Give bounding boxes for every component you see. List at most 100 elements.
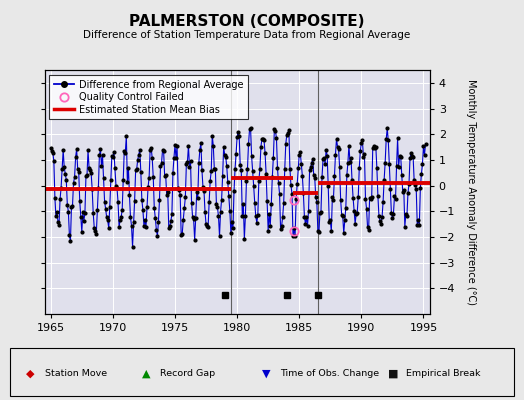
- Point: [262, 170, 270, 177]
- Point: [247, 153, 256, 160]
- Point: [337, 212, 346, 218]
- Point: [100, 175, 108, 182]
- Point: [304, 208, 313, 214]
- Point: [160, 172, 169, 179]
- Point: [200, 188, 208, 194]
- Point: [220, 144, 228, 151]
- Point: [283, 130, 292, 137]
- Point: [343, 172, 351, 178]
- Point: [210, 166, 219, 172]
- Point: [349, 194, 357, 201]
- Point: [230, 188, 238, 194]
- Point: [240, 236, 248, 242]
- Point: [50, 158, 58, 164]
- Point: [177, 232, 185, 239]
- Point: [104, 225, 113, 231]
- Point: [63, 201, 71, 208]
- Point: [339, 212, 347, 219]
- Point: [104, 217, 112, 224]
- Point: [376, 217, 384, 224]
- Point: [60, 164, 69, 170]
- Point: [67, 204, 75, 210]
- Point: [419, 143, 428, 150]
- Point: [302, 214, 311, 221]
- Point: [180, 205, 189, 212]
- Point: [167, 218, 175, 224]
- Point: [380, 177, 388, 183]
- Point: [333, 144, 342, 150]
- Point: [223, 163, 231, 170]
- Point: [239, 200, 247, 207]
- Point: [204, 223, 212, 230]
- Point: [276, 191, 284, 197]
- Point: [153, 233, 161, 239]
- Point: [162, 192, 171, 198]
- Point: [243, 166, 252, 172]
- Point: [135, 151, 143, 158]
- Text: PALMERSTON (COMPOSITE): PALMERSTON (COMPOSITE): [128, 14, 364, 29]
- Point: [387, 209, 396, 216]
- Point: [279, 200, 288, 206]
- Point: [149, 174, 157, 180]
- Point: [288, 190, 296, 197]
- Point: [97, 163, 106, 169]
- Point: [298, 172, 307, 179]
- Point: [290, 225, 298, 232]
- Point: [320, 155, 328, 161]
- Point: [138, 197, 146, 204]
- Point: [83, 172, 91, 179]
- Point: [107, 152, 116, 159]
- Point: [195, 147, 204, 153]
- Point: [62, 177, 70, 183]
- Point: [357, 140, 366, 146]
- Point: [81, 210, 89, 216]
- Point: [123, 179, 132, 185]
- Point: [147, 144, 156, 151]
- Point: [334, 146, 343, 152]
- Point: [208, 132, 216, 139]
- Point: [51, 194, 59, 201]
- Point: [316, 209, 324, 216]
- Legend: Difference from Regional Average, Quality Control Failed, Estimated Station Mean: Difference from Regional Average, Qualit…: [49, 75, 248, 120]
- Point: [270, 126, 279, 132]
- Point: [368, 145, 377, 152]
- Point: [309, 156, 317, 162]
- Point: [417, 171, 425, 177]
- Point: [330, 173, 339, 179]
- Point: [341, 217, 349, 224]
- Point: [159, 148, 168, 154]
- Point: [365, 194, 374, 201]
- Point: [127, 222, 136, 229]
- Point: [285, 127, 293, 133]
- Text: Berkeley Earth: Berkeley Earth: [436, 386, 508, 396]
- Point: [78, 229, 86, 235]
- Point: [301, 221, 310, 227]
- Point: [398, 172, 406, 178]
- Point: [269, 154, 278, 161]
- Point: [384, 137, 392, 144]
- Point: [266, 223, 275, 229]
- Point: [345, 142, 353, 149]
- Point: [106, 177, 115, 184]
- Text: ◆: ◆: [26, 369, 35, 379]
- Point: [274, 165, 282, 172]
- Point: [314, 228, 322, 234]
- Text: ■: ■: [388, 369, 398, 379]
- Point: [222, 154, 230, 160]
- Point: [331, 152, 340, 158]
- Point: [237, 166, 245, 173]
- Point: [198, 166, 206, 173]
- Point: [281, 141, 290, 147]
- Point: [71, 154, 80, 160]
- Point: [332, 136, 341, 142]
- Point: [397, 153, 405, 160]
- Point: [190, 237, 199, 243]
- Point: [297, 161, 305, 167]
- Point: [184, 143, 193, 149]
- Point: [312, 194, 320, 201]
- Point: [244, 141, 253, 148]
- Point: [229, 225, 237, 231]
- Point: [185, 164, 194, 170]
- Point: [369, 143, 378, 149]
- Point: [390, 193, 399, 199]
